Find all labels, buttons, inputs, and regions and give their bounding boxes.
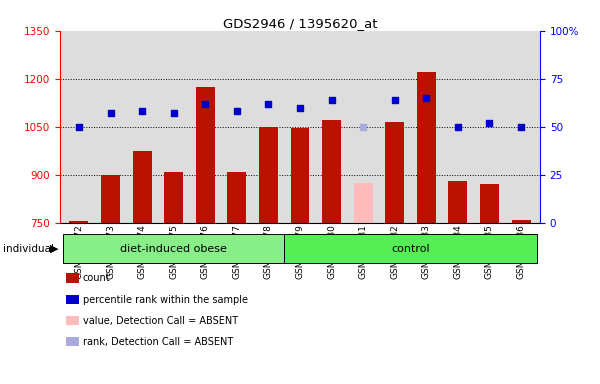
Bar: [290, 128, 310, 223]
Bar: [480, 184, 499, 223]
Bar: [133, 151, 152, 223]
Point: [106, 110, 115, 116]
Point: [263, 101, 273, 107]
Point: [453, 124, 463, 130]
Point: [200, 101, 210, 107]
Bar: [322, 120, 341, 223]
Bar: [227, 172, 247, 223]
Point: [295, 104, 305, 111]
Bar: [70, 221, 88, 223]
Bar: [385, 122, 404, 223]
Point: [485, 120, 494, 126]
Text: value, Detection Call = ABSENT: value, Detection Call = ABSENT: [83, 316, 238, 326]
Title: GDS2946 / 1395620_at: GDS2946 / 1395620_at: [223, 17, 377, 30]
Bar: [196, 87, 215, 223]
Point: [169, 110, 178, 116]
Bar: [512, 220, 530, 223]
Point: [137, 108, 147, 114]
Point: [358, 124, 368, 130]
Point: [74, 124, 84, 130]
Bar: [448, 181, 467, 223]
Text: percentile rank within the sample: percentile rank within the sample: [83, 295, 248, 305]
Text: count: count: [83, 273, 110, 283]
Point: [327, 97, 337, 103]
Point: [422, 95, 431, 101]
Bar: [259, 127, 278, 223]
Bar: [353, 183, 373, 223]
Point: [390, 97, 400, 103]
Text: rank, Detection Call = ABSENT: rank, Detection Call = ABSENT: [83, 337, 233, 347]
Bar: [164, 172, 183, 223]
Point: [516, 124, 526, 130]
Bar: [417, 72, 436, 223]
Text: control: control: [391, 243, 430, 254]
Text: individual: individual: [3, 243, 54, 254]
Bar: [101, 175, 120, 223]
Point: [232, 108, 242, 114]
Text: ▶: ▶: [50, 243, 58, 254]
Text: diet-induced obese: diet-induced obese: [120, 243, 227, 254]
